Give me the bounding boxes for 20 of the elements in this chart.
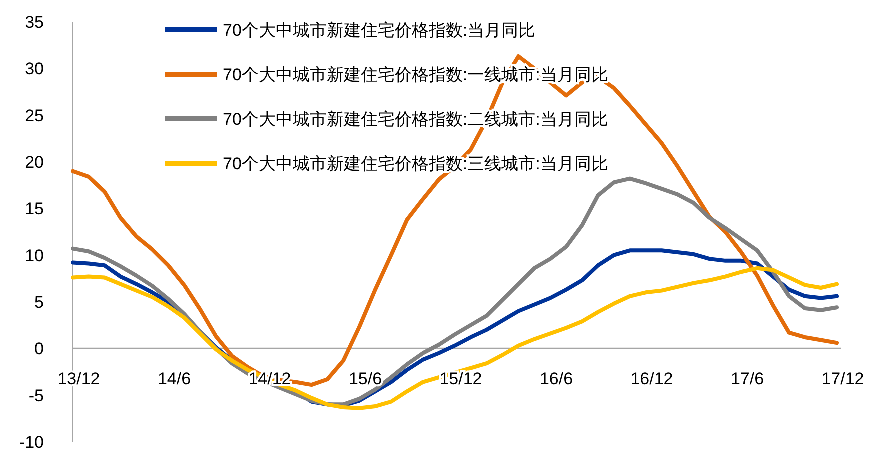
y-tick-label: 5: [34, 293, 44, 312]
y-tick-label: 10: [25, 246, 44, 266]
x-tick-label: 17/6: [730, 370, 764, 389]
x-tick-label: 13/12: [58, 370, 100, 389]
y-tick-label: 35: [25, 13, 44, 32]
legend-label: 70个大中城市新建住宅价格指数:当月同比: [223, 21, 536, 40]
y-tick-label: 20: [25, 153, 44, 172]
x-tick-label: 15/12: [440, 370, 482, 389]
y-tick-label: 0: [34, 340, 44, 359]
y-tick-label: 25: [25, 106, 44, 126]
x-tick-label: 16/6: [540, 370, 574, 389]
y-tick-label: -5: [28, 386, 44, 406]
x-tick-label: 17/12: [822, 370, 864, 389]
y-tick-label: -10: [19, 433, 44, 452]
x-tick-label: 16/12: [630, 370, 674, 389]
x-tick-label: 14/6: [158, 370, 192, 389]
x-tick-label: 14/12: [248, 370, 292, 389]
y-tick-label: 15: [25, 200, 44, 219]
y-tick-label: 30: [25, 60, 44, 79]
x-tick-label: 15/6: [348, 370, 382, 389]
